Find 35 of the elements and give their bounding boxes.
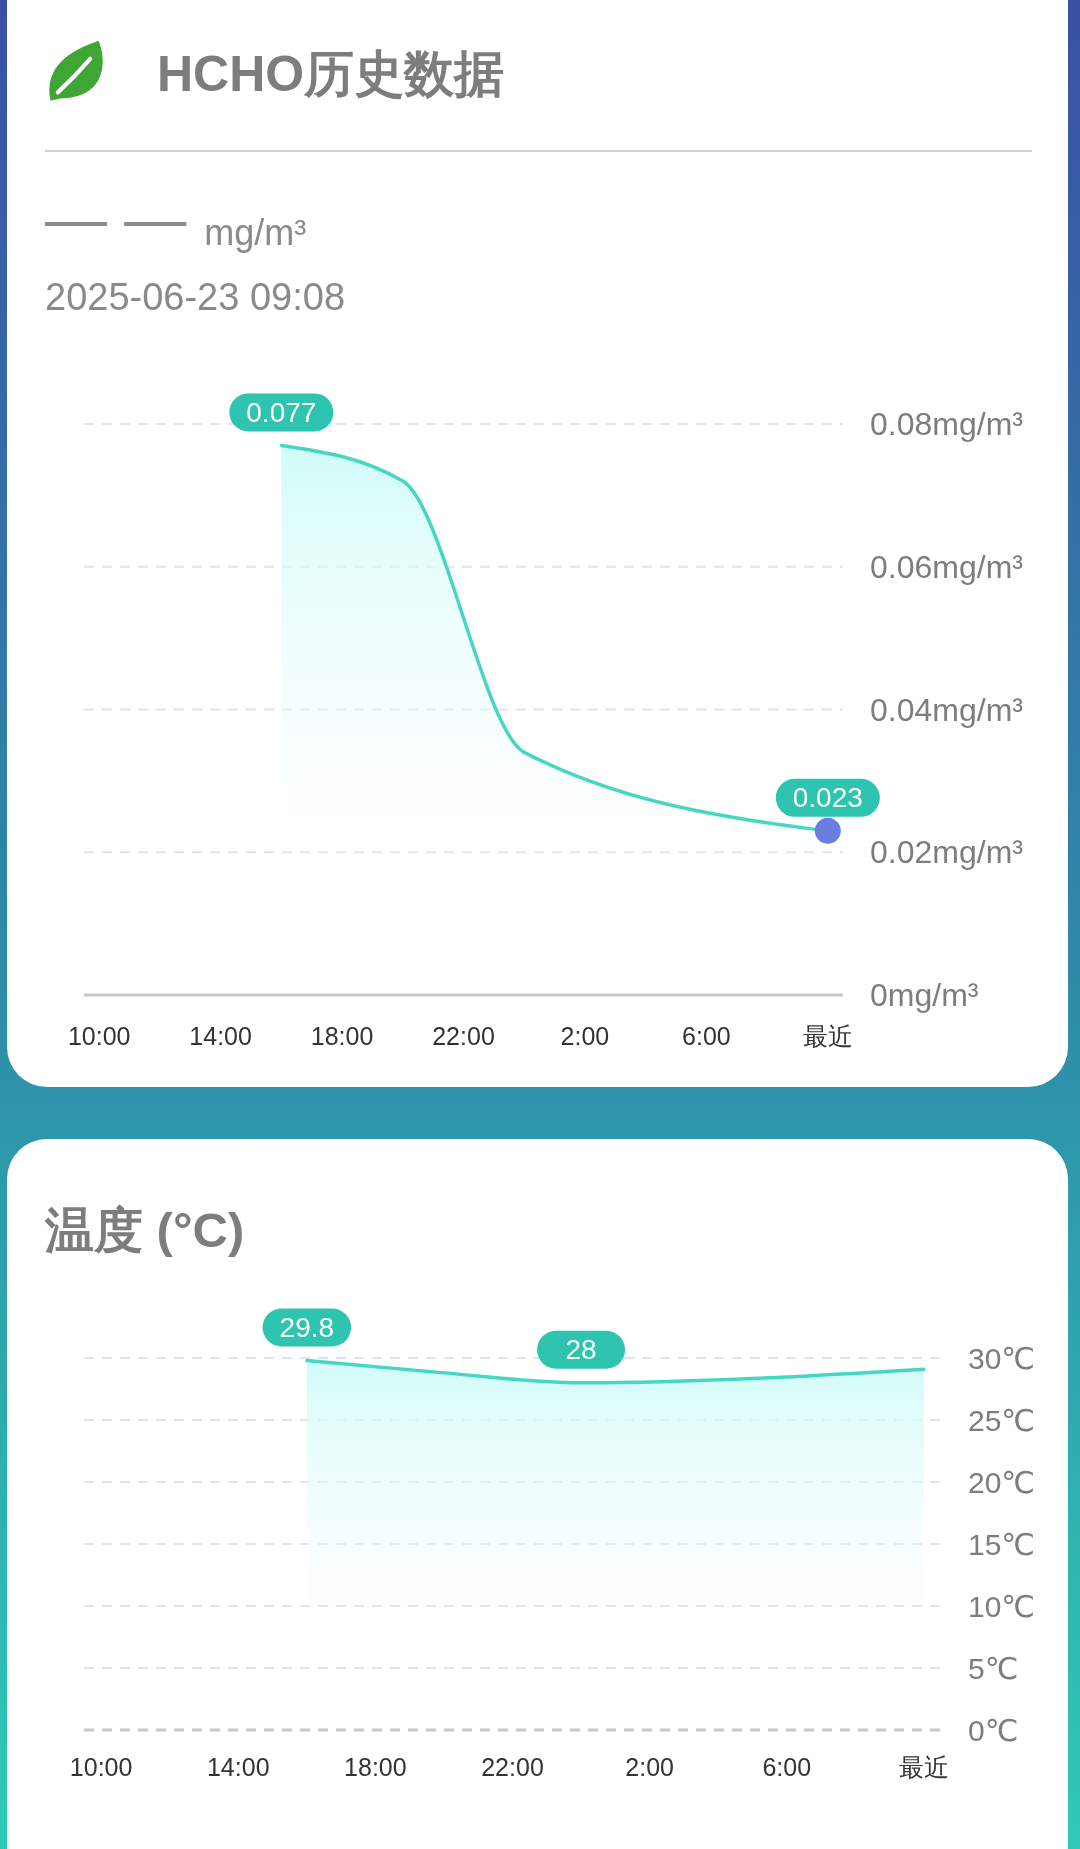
x-tick-label: 最近 [802,1022,853,1050]
y-tick-label: 0.06mg/m³ [870,548,1024,585]
y-tick-label: 0mg/m³ [870,977,979,1013]
chart-title: 温度 (°C) [44,1203,245,1257]
x-tick-label: 18:00 [344,1753,407,1781]
x-tick-label: 14:00 [189,1022,252,1050]
y-tick-label: 0.04mg/m³ [870,691,1024,728]
x-tick-label: 2:00 [625,1753,674,1781]
y-tick-label: 20℃ [968,1465,1036,1499]
data-label: 0.023 [792,782,863,814]
data-label: 28 [565,1334,597,1366]
x-tick-label: 2:00 [560,1022,610,1050]
y-tick-label: 0℃ [968,1713,1019,1747]
x-tick-label: 18:00 [310,1022,374,1050]
data-label: 29.8 [279,1311,335,1343]
y-tick-label: 15℃ [968,1527,1036,1561]
y-tick-label: 30℃ [968,1341,1036,1375]
chart-subtitle: 2025-06-23 09:08 [45,276,346,318]
text: mg/m³ [204,212,307,253]
x-tick-label: 6:00 [762,1753,812,1781]
x-tick-label: 22:00 [481,1753,544,1781]
y-tick-label: 10℃ [968,1589,1036,1623]
x-tick-label: 22:00 [432,1022,495,1050]
x-tick-label: 最近 [898,1753,949,1781]
y-tick-label: 5℃ [968,1651,1019,1685]
x-tick-label: 10:00 [69,1753,133,1781]
data-label: 0.077 [246,396,317,428]
y-tick-label: 25℃ [968,1403,1036,1437]
chart-title: HCHO历史数据 [157,46,505,102]
y-tick-label: 0.08mg/m³ [870,406,1024,442]
text: — — [45,184,187,253]
x-tick-label: 14:00 [206,1753,270,1781]
y-tick-label: 0.02mg/m³ [870,834,1024,871]
x-tick-label: 10:00 [67,1022,131,1050]
x-tick-label: 6:00 [682,1022,731,1050]
